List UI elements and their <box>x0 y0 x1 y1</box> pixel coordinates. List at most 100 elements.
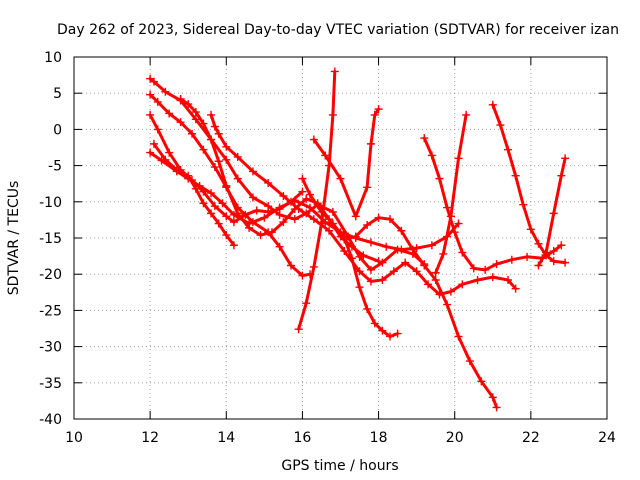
data-point <box>351 232 360 241</box>
series-arc-13 <box>431 110 471 277</box>
data-point <box>458 248 467 257</box>
series-line <box>312 107 381 218</box>
data-point <box>153 125 162 134</box>
series-line <box>491 103 567 265</box>
data-point <box>298 271 307 280</box>
data-point <box>504 145 513 154</box>
data-point <box>267 228 276 237</box>
data-point <box>557 241 566 250</box>
data-point <box>290 215 299 224</box>
data-point <box>165 148 174 157</box>
y-tick-label: -5 <box>48 159 62 175</box>
data-point <box>363 183 372 192</box>
data-point <box>199 199 208 208</box>
data-point <box>207 135 216 144</box>
data-point <box>427 241 436 250</box>
data-point <box>336 174 345 183</box>
data-point <box>233 209 242 218</box>
series-arc-11 <box>340 213 501 412</box>
data-point <box>176 94 185 103</box>
data-point <box>248 167 257 176</box>
series-arc-2 <box>146 90 315 280</box>
data-point <box>309 215 318 224</box>
data-point <box>233 174 242 183</box>
data-point <box>214 129 223 138</box>
x-tick-label: 12 <box>141 430 159 446</box>
data-point <box>207 110 216 119</box>
data-point <box>366 277 375 286</box>
data-point <box>397 226 406 235</box>
data-point <box>488 100 497 109</box>
data-point <box>191 108 200 117</box>
series-line <box>148 93 312 278</box>
y-tick-label: -15 <box>39 231 62 247</box>
data-point <box>412 244 421 253</box>
series-arc-8 <box>294 67 339 334</box>
data-point <box>424 280 433 289</box>
data-point <box>473 275 482 284</box>
x-tick-label: 18 <box>370 430 388 446</box>
data-point <box>184 100 193 109</box>
data-point <box>218 199 227 208</box>
data-point <box>561 258 570 267</box>
data-point <box>222 181 231 190</box>
series-arc-15 <box>534 154 570 270</box>
data-point <box>149 77 158 86</box>
data-point <box>328 207 337 216</box>
data-point <box>347 254 356 263</box>
series-line <box>152 142 236 247</box>
data-point <box>287 261 296 270</box>
data-point <box>412 267 421 276</box>
y-tick-label: -30 <box>39 340 62 356</box>
data-point <box>161 87 170 96</box>
y-tick-label: -10 <box>39 195 62 211</box>
data-point <box>443 300 452 309</box>
series-line <box>209 113 518 296</box>
data-point <box>363 304 372 313</box>
data-point <box>309 135 318 144</box>
data-point <box>229 241 238 250</box>
data-point <box>347 242 356 251</box>
data-point <box>298 187 307 196</box>
data-point <box>385 215 394 224</box>
data-point <box>393 245 402 254</box>
data-point <box>378 275 387 284</box>
data-point <box>534 239 543 248</box>
series-line <box>179 97 381 263</box>
data-point <box>153 97 162 106</box>
data-point <box>199 145 208 154</box>
data-point <box>302 194 311 203</box>
data-point <box>245 223 254 232</box>
data-point <box>260 213 269 222</box>
data-point <box>450 228 459 237</box>
series-arc-9 <box>298 174 402 341</box>
data-point <box>351 212 360 221</box>
data-point <box>222 155 231 164</box>
data-point <box>458 280 467 289</box>
data-point <box>149 139 158 148</box>
data-point <box>161 155 170 164</box>
series-arc-10 <box>309 105 383 221</box>
data-point <box>523 252 532 261</box>
x-axis-label: GPS time / hours <box>281 458 398 474</box>
data-point <box>229 210 238 219</box>
y-tick-label: 0 <box>53 122 62 138</box>
data-point <box>210 202 219 211</box>
data-point <box>366 238 375 247</box>
data-point <box>321 151 330 160</box>
data-point <box>330 67 339 76</box>
data-point <box>488 393 497 402</box>
data-point <box>385 332 394 341</box>
data-point <box>439 249 448 258</box>
x-tick-label: 10 <box>65 430 83 446</box>
data-point <box>481 265 490 274</box>
data-point <box>207 209 216 218</box>
data-point <box>302 299 311 308</box>
data-point <box>275 242 284 251</box>
data-point <box>222 142 231 151</box>
data-point <box>549 257 558 266</box>
x-tick-label: 22 <box>522 430 540 446</box>
data-point <box>252 206 261 215</box>
data-point <box>191 115 200 124</box>
data-point <box>264 207 273 216</box>
